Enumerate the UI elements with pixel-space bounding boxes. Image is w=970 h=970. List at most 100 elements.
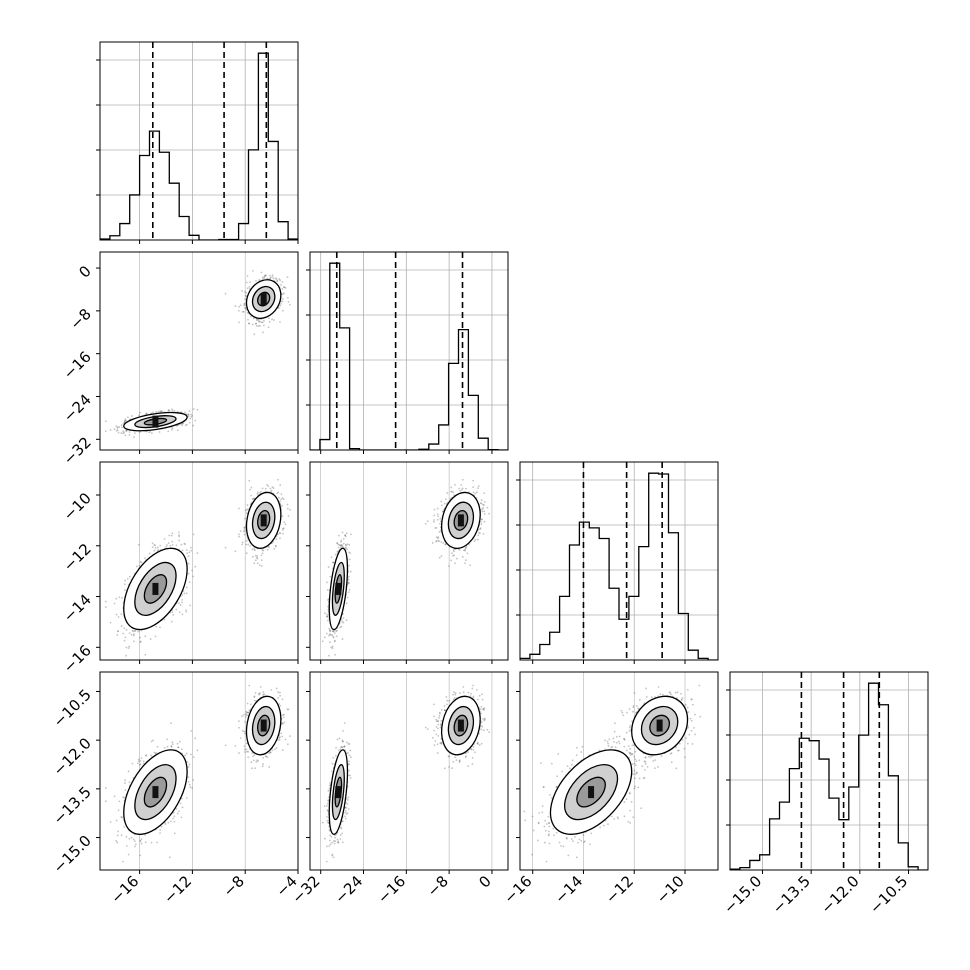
sample-point — [185, 423, 188, 426]
sample-point — [116, 427, 119, 429]
sample-point — [275, 538, 278, 541]
sample-point — [241, 290, 243, 292]
sample-point — [117, 616, 120, 618]
sample-point — [332, 630, 335, 633]
y-tick-label: −10 — [60, 489, 95, 524]
sample-point — [243, 533, 246, 536]
sample-point — [263, 319, 265, 322]
sample-point — [337, 543, 340, 546]
sample-point — [104, 430, 107, 433]
sample-point — [348, 543, 351, 546]
sample-point — [330, 556, 333, 559]
sample-point — [159, 626, 161, 629]
sample-point — [169, 544, 172, 547]
sample-point — [286, 276, 289, 279]
sample-point — [328, 633, 331, 636]
sample-point — [325, 615, 328, 618]
sample-point — [181, 601, 183, 604]
sample-point — [190, 546, 192, 549]
sample-point — [282, 529, 284, 531]
sample-point — [347, 591, 350, 594]
sample-point — [287, 300, 290, 303]
sample-point — [453, 554, 455, 557]
sample-point — [335, 630, 338, 632]
sample-point — [340, 546, 343, 549]
sample-point — [269, 276, 272, 279]
panel-0-0 — [96, 41, 299, 244]
sample-point — [181, 613, 184, 616]
sample-point — [170, 534, 173, 537]
y-tick-label: 0 — [75, 262, 94, 281]
sample-point — [279, 532, 282, 535]
sample-point — [171, 427, 174, 430]
sample-point — [330, 646, 333, 649]
sample-point — [256, 493, 259, 495]
sample-point — [287, 515, 290, 517]
sample-point — [464, 547, 467, 549]
sample-point — [237, 533, 240, 536]
sample-point — [272, 319, 275, 321]
sample-point — [346, 548, 349, 551]
sample-point — [183, 542, 186, 545]
sample-point — [104, 600, 107, 603]
sample-point — [124, 418, 127, 421]
sample-point — [280, 498, 283, 501]
sample-point — [144, 653, 147, 656]
sample-point — [244, 530, 246, 532]
sample-point — [346, 596, 349, 599]
sample-point — [171, 409, 174, 412]
y-tick-label: −16 — [60, 348, 95, 383]
sample-point — [253, 548, 256, 550]
sample-point — [234, 305, 237, 308]
sample-point — [116, 630, 119, 633]
sample-point — [258, 492, 261, 494]
sample-point — [186, 552, 189, 555]
sample-point — [255, 325, 258, 327]
panel-2-0: −10−12−14−16 — [60, 461, 299, 677]
sample-point — [260, 559, 263, 562]
sample-point — [264, 487, 267, 490]
sample-point — [336, 542, 338, 545]
sample-point — [276, 492, 278, 495]
sample-point — [167, 410, 170, 412]
sample-point — [115, 425, 118, 427]
sample-point — [158, 431, 161, 433]
sample-point — [481, 508, 484, 510]
sample-point — [163, 537, 166, 540]
sample-point — [349, 552, 352, 555]
sample-point — [244, 294, 247, 297]
sample-point — [251, 555, 254, 558]
sample-point — [466, 552, 469, 555]
sample-point — [244, 526, 246, 529]
sample-point — [171, 532, 174, 535]
sample-point — [442, 510, 444, 513]
sample-point — [140, 561, 143, 564]
density-peak — [152, 415, 159, 428]
sample-point — [177, 531, 180, 534]
sample-point — [190, 549, 193, 552]
sample-point — [109, 621, 112, 624]
sample-point — [279, 279, 282, 282]
sample-point — [163, 618, 166, 621]
sample-point — [156, 546, 159, 549]
sample-point — [241, 541, 244, 544]
sample-point — [245, 291, 248, 294]
sample-point — [282, 292, 285, 295]
sample-point — [251, 548, 254, 551]
sample-point — [271, 318, 273, 321]
sample-point — [438, 540, 441, 543]
sample-point — [248, 285, 251, 288]
sample-point — [238, 321, 240, 324]
sample-point — [340, 544, 343, 546]
sample-point — [187, 413, 190, 416]
sample-point — [138, 431, 141, 434]
sample-point — [131, 629, 134, 632]
sample-point — [247, 543, 250, 546]
sample-point — [190, 413, 192, 416]
sample-point — [133, 640, 135, 643]
sample-point — [154, 544, 157, 547]
sample-point — [243, 303, 246, 305]
sample-point — [115, 597, 118, 600]
sample-point — [483, 492, 486, 495]
sample-point — [128, 434, 131, 436]
